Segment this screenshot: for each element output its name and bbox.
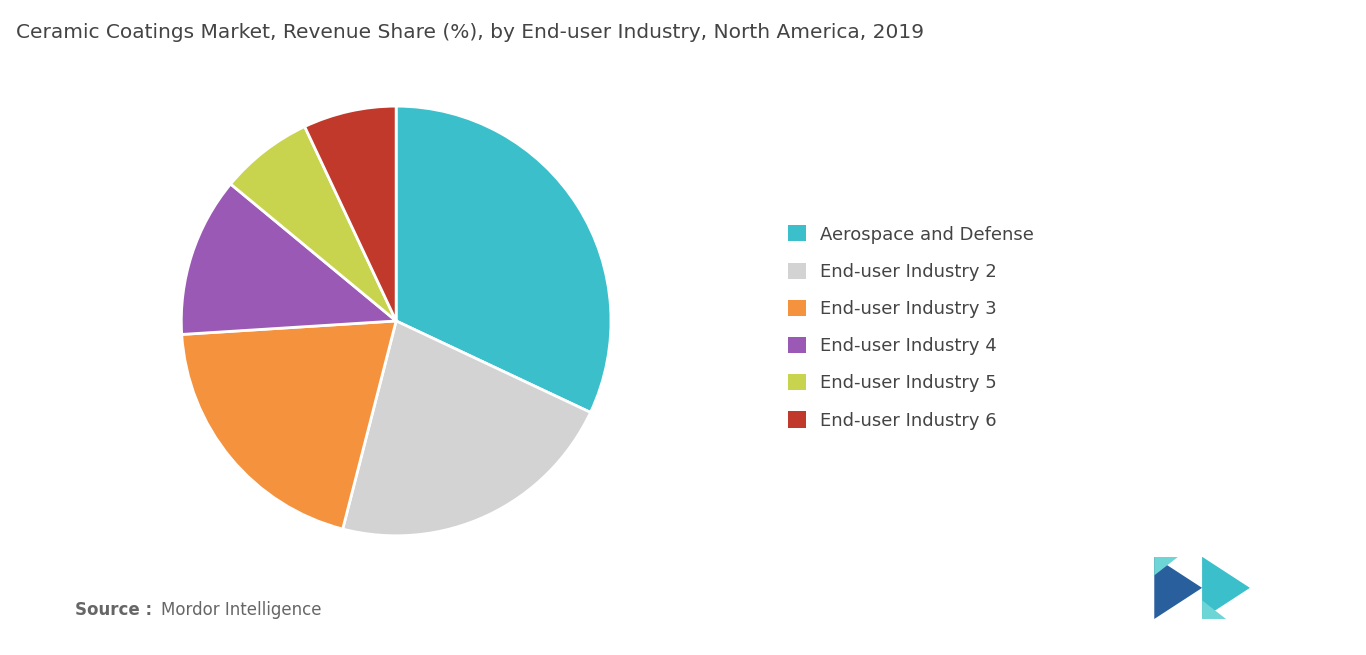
Text: Mordor Intelligence: Mordor Intelligence	[161, 601, 321, 619]
Polygon shape	[1202, 557, 1250, 619]
Wedge shape	[182, 184, 396, 335]
Polygon shape	[1202, 600, 1227, 619]
Text: Source :: Source :	[75, 601, 152, 619]
Wedge shape	[182, 321, 396, 529]
Polygon shape	[1154, 557, 1177, 575]
Wedge shape	[305, 106, 396, 321]
Wedge shape	[396, 106, 611, 413]
Text: Ceramic Coatings Market, Revenue Share (%), by End-user Industry, North America,: Ceramic Coatings Market, Revenue Share (…	[16, 23, 925, 42]
Wedge shape	[231, 126, 396, 321]
Legend: Aerospace and Defense, End-user Industry 2, End-user Industry 3, End-user Indust: Aerospace and Defense, End-user Industry…	[788, 225, 1034, 430]
Wedge shape	[343, 321, 590, 536]
Polygon shape	[1154, 557, 1202, 619]
